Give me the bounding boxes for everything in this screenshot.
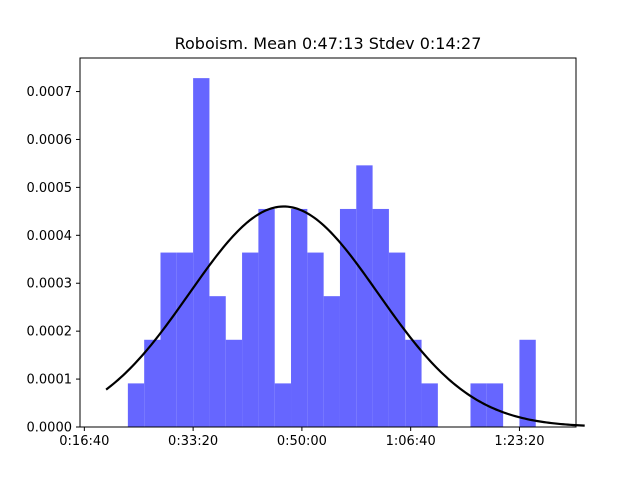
normal-curve-layer: [105, 205, 585, 427]
y-tick-label-3: 0.0003: [27, 277, 73, 292]
y-tick-label-7: 0.0007: [27, 85, 73, 100]
histogram-bar-15: [372, 208, 389, 427]
histogram-bar-4: [193, 78, 210, 427]
histogram-bar-18: [421, 383, 438, 427]
histogram-bar-5: [209, 296, 226, 427]
histogram-bar-19: [470, 383, 487, 427]
histogram-bar-8: [258, 208, 275, 427]
histogram-bar-20: [486, 383, 504, 427]
histogram-bar-12: [323, 296, 340, 427]
histogram-bar-11: [307, 252, 324, 427]
x-tick-label-0: 0:16:40: [59, 434, 109, 449]
histogram-bar-9: [274, 383, 292, 427]
histogram-bar-1: [144, 339, 161, 427]
histogram-bar-17: [405, 339, 422, 427]
histogram-bar-21: [519, 339, 536, 427]
histogram-bars: [127, 78, 536, 427]
histogram-bar-10: [291, 208, 308, 427]
histogram-bar-0: [127, 383, 145, 427]
x-tick-label-3: 1:06:40: [386, 434, 436, 449]
x-tick-label-1: 0:33:20: [168, 434, 218, 449]
y-tick-label-1: 0.0001: [27, 373, 73, 388]
y-axis: 0.0000 0.0001 0.0002 0.0003 0.0004 0.0005 0.00…: [27, 85, 80, 436]
x-axis: 0:16:40 0:33:20 0:50:00 1:06:40 1:23:20: [59, 427, 545, 449]
histogram-bar-2: [160, 252, 177, 427]
histogram-bar-7: [242, 252, 259, 427]
normal-distribution-curve: [105, 205, 585, 427]
histogram-bar-6: [225, 339, 243, 427]
histogram-bar-14: [356, 165, 373, 427]
histogram-bar-16: [388, 252, 406, 427]
y-tick-label-5: 0.0005: [27, 181, 73, 196]
x-tick-label-2: 0:50:00: [277, 434, 327, 449]
histogram-bar-3: [176, 252, 194, 427]
x-tick-label-4: 1:23:20: [494, 434, 544, 449]
y-tick-label-0: 0.0000: [27, 421, 73, 436]
plot-area-frame: [79, 57, 577, 428]
chart-title: Roboism. Mean 0:47:13 Stdev 0:14:27: [175, 34, 482, 53]
y-tick-label-4: 0.0004: [27, 229, 73, 244]
histogram-bar-13: [339, 208, 357, 427]
y-tick-label-2: 0.0002: [27, 325, 73, 340]
y-tick-label-6: 0.0006: [27, 133, 73, 148]
